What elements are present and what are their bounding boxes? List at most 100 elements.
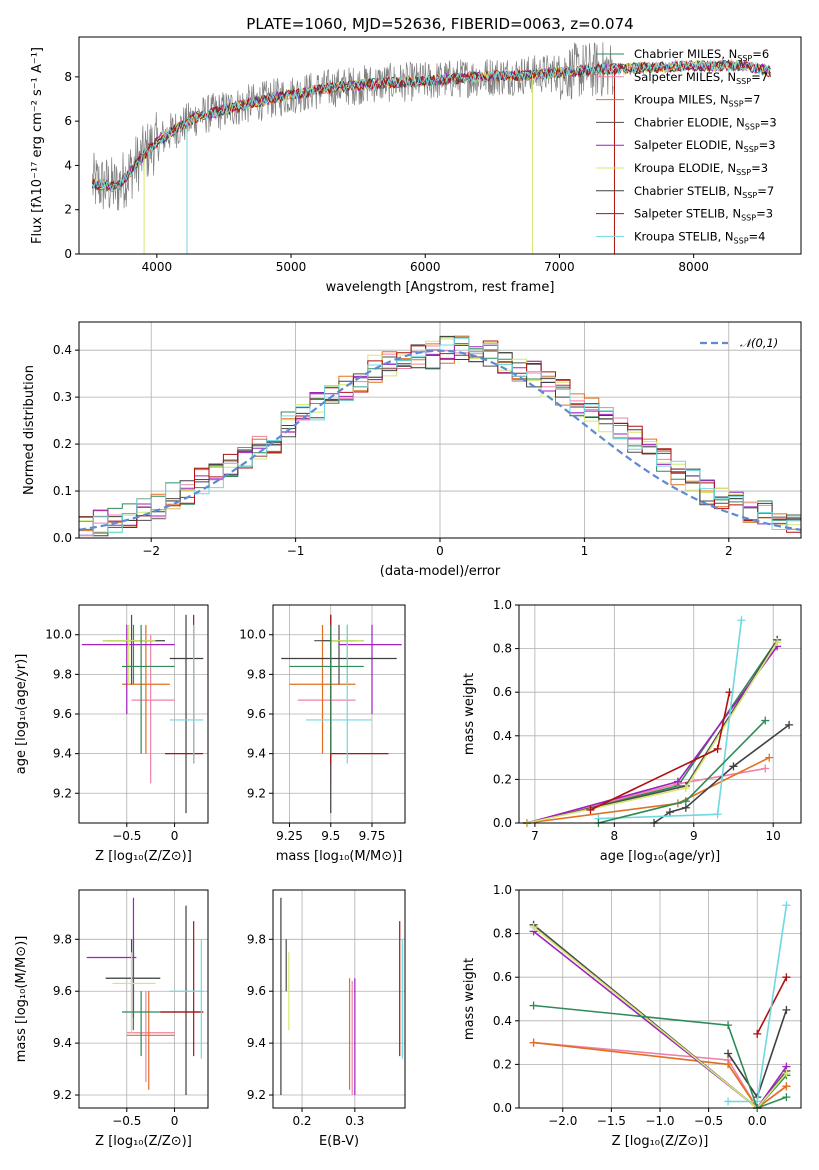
spectrum-model-line <box>91 59 771 192</box>
data-point-marker <box>713 744 722 753</box>
axes-frame <box>518 604 802 824</box>
mass-weight-series-line <box>653 724 790 824</box>
panel-age-vs-Z: −0.5 0 9.2 9.4 9.6 9.8 10.0 Z [log₁₀(Z/Z⊙)] age … <box>14 604 209 864</box>
y-axis-label: Flux [fλ10⁻¹⁷ erg cm⁻² s⁻¹ A⁻¹] <box>30 47 45 244</box>
data-point-marker <box>761 764 770 773</box>
x-tick-label: 7000 <box>544 260 575 274</box>
mass-weight-series-line <box>533 1004 787 1110</box>
legend-label: 𝒩(0,1) <box>740 336 778 350</box>
y-tick-label: 9.2 <box>247 1088 266 1102</box>
x-tick-label: −1.5 <box>597 1114 626 1128</box>
x-tick-label: 1 <box>581 544 589 558</box>
data-point-marker <box>586 805 595 814</box>
y-tick-label: 9.8 <box>53 667 72 681</box>
x-axis-label: Z [log₁₀(Z/Z⊙)] <box>95 1134 192 1149</box>
panel-spectrum: 4000 5000 6000 7000 8000 0 2 4 6 8 wavelength [Ang… <box>30 36 802 295</box>
y-tick-label: 0.0 <box>493 1101 512 1115</box>
axes-frame <box>272 604 406 824</box>
histogram-series-line <box>79 337 801 536</box>
y-tick-label: 9.4 <box>247 1036 266 1050</box>
x-tick-label: 5000 <box>276 260 307 274</box>
data-point-marker <box>782 1093 791 1102</box>
x-tick-label: 0 <box>436 544 444 558</box>
x-tick-label: 10 <box>766 829 781 843</box>
panel-age-vs-mass: 9.25 9.5 9.75 9.2 9.4 9.6 9.8 10.0 mass [log₁₀(M… <box>239 604 406 864</box>
y-tick-label: 0.3 <box>53 390 72 404</box>
spectrum-data-line <box>92 42 614 211</box>
mass-weight-series-line <box>526 641 778 824</box>
x-tick-label: 9.25 <box>276 829 303 843</box>
x-tick-label: 2 <box>725 544 733 558</box>
data-point-marker <box>724 1021 733 1030</box>
panel-residual-histogram: −2 −1 0 1 2 0.0 0.1 0.2 0.3 0.4 (data-model)/error… <box>22 321 802 579</box>
data-point-marker <box>724 1097 733 1106</box>
histogram-series-line <box>79 340 801 533</box>
data-point-marker <box>673 777 682 786</box>
data-point-marker <box>753 1029 762 1038</box>
x-tick-label: 9 <box>690 829 698 843</box>
x-tick-label: 7 <box>531 829 539 843</box>
axes-frame <box>272 889 406 1109</box>
y-tick-label: 9.6 <box>247 984 266 998</box>
y-tick-label: 0.0 <box>53 531 72 545</box>
y-tick-label: 0.2 <box>493 1057 512 1071</box>
legend-label: Kroupa MILES, NSSP=7 <box>634 93 760 109</box>
panel-mass-weight-vs-Z: −2.0 −1.5 −1.0 −0.5 0.0 0.0 0.2 0.4 0.6 0.8 1.0 Z [… <box>462 883 802 1149</box>
x-tick-label: 0.2 <box>292 1114 311 1128</box>
data-point-marker <box>785 720 794 729</box>
x-tick-label: 8 <box>611 829 619 843</box>
data-point-marker <box>737 616 746 625</box>
x-tick-label: 0.0 <box>748 1114 767 1128</box>
panel-mass-vs-EBV: 0.2 0.3 9.2 9.4 9.6 9.8 E(B-V) <box>247 889 406 1149</box>
axes-frame <box>78 604 209 824</box>
y-tick-label: 8 <box>64 70 72 84</box>
data-point-marker <box>782 1005 791 1014</box>
y-tick-label: 9.6 <box>53 984 72 998</box>
y-tick-label: 0.8 <box>493 927 512 941</box>
data-point-marker <box>782 901 791 910</box>
x-tick-label: 0 <box>171 1114 179 1128</box>
data-point-marker <box>681 784 690 793</box>
x-tick-label: −0.5 <box>112 1114 141 1128</box>
y-tick-label: 0 <box>64 247 72 261</box>
legend-label: Kroupa ELODIE, NSSP=3 <box>634 161 768 177</box>
y-tick-label: 6 <box>64 114 72 128</box>
y-tick-label: 0.2 <box>53 437 72 451</box>
legend-label: Kroupa STELIB, NSSP=4 <box>634 229 765 245</box>
data-point-marker <box>773 638 782 647</box>
y-tick-label: 9.6 <box>53 707 72 721</box>
legend-label: Salpeter MILES, NSSP=7 <box>634 70 768 86</box>
x-tick-label: −0.5 <box>112 829 141 843</box>
y-tick-label: 0.4 <box>493 729 512 743</box>
legend-label: Salpeter ELODIE, NSSP=3 <box>634 138 776 154</box>
data-point-marker <box>681 797 690 806</box>
y-tick-label: 10.0 <box>45 628 72 642</box>
x-tick-label: −0.5 <box>694 1114 723 1128</box>
data-point-marker <box>665 808 674 817</box>
legend-label: Chabrier MILES, NSSP=6 <box>634 47 769 63</box>
y-tick-label: 9.8 <box>53 932 72 946</box>
x-tick-label: 8000 <box>678 260 709 274</box>
y-tick-label: 9.4 <box>247 747 266 761</box>
y-tick-label: 0.1 <box>53 484 72 498</box>
data-point-marker <box>529 1038 538 1047</box>
y-tick-label: 9.4 <box>53 1036 72 1050</box>
x-axis-label: age [log₁₀(age/yr)] <box>600 849 721 864</box>
x-tick-label: 9.75 <box>359 829 386 843</box>
histogram-series-line <box>79 344 801 534</box>
data-point-marker <box>724 1060 733 1069</box>
axes-frame <box>78 321 802 539</box>
x-tick-label: 9.5 <box>321 829 340 843</box>
data-point-marker <box>765 753 774 762</box>
mass-weight-series-line <box>526 645 778 824</box>
x-tick-label: −2.0 <box>548 1114 577 1128</box>
panel-mass-vs-Z: −0.5 0 9.2 9.4 9.6 9.8 Z [log₁₀(Z/Z⊙)] mass [lo… <box>14 889 209 1149</box>
x-axis-label: (data-model)/error <box>380 564 501 579</box>
x-axis-label: Z [log₁₀(Z/Z⊙)] <box>612 1134 709 1149</box>
x-tick-label: 0.3 <box>345 1114 364 1128</box>
x-axis-label: wavelength [Angstrom, rest frame] <box>326 280 555 295</box>
x-tick-label: −1.0 <box>645 1114 674 1128</box>
y-tick-label: 0.0 <box>493 816 512 830</box>
data-point-marker <box>782 1082 791 1091</box>
